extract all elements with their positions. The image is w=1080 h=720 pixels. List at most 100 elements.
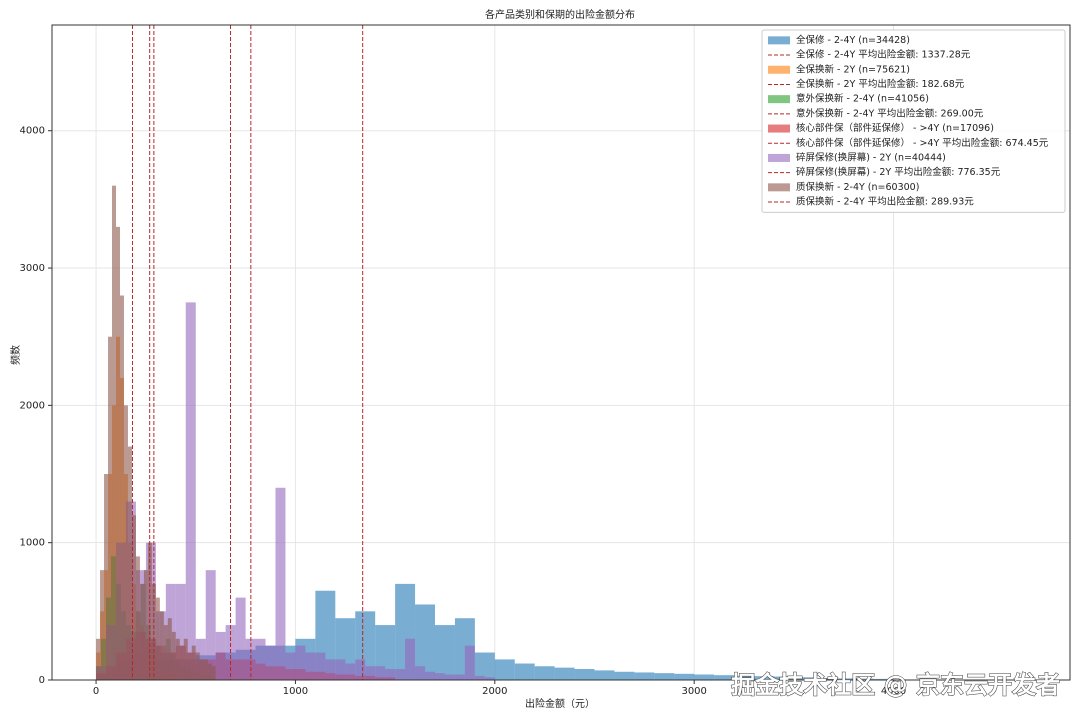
bar [185,302,196,680]
legend-label: 核心部件保（部件延保修） - >4Y 平均出险金额: 674.45元 [796,137,1049,149]
bar [654,673,675,680]
legend-label: 全保修 - 2-4Y 平均出险金额: 1337.28元 [796,49,971,61]
y-tick-label: 2000 [20,400,45,411]
bar [131,515,136,680]
bar [245,638,256,680]
bar [123,405,128,680]
bar [464,645,475,680]
bar [135,556,140,680]
bar [183,638,188,680]
legend-label: 核心部件保（部件延保修） - >4Y (n=17096) [796,122,994,134]
bar [155,597,160,680]
legend-box [761,29,1066,213]
bar [365,666,376,680]
bar [385,669,396,680]
bar [335,659,346,680]
bar [315,652,326,680]
bar [159,611,164,680]
bar [345,663,356,680]
bar [147,542,152,680]
bar [753,676,774,680]
bar [474,675,485,680]
bar [833,678,854,680]
legend-label: 碎屏保修(换屏幕) - 2Y (n=40444) [796,151,946,163]
bar [694,674,715,680]
legend-label: 质保换新 - 2-4Y (n=60300) [796,181,919,193]
bar [873,678,894,680]
bar [275,487,286,680]
bar [285,652,296,680]
bar [434,673,445,680]
bar [514,663,535,680]
bar [375,666,386,680]
bar [375,625,396,680]
y-tick-label: 1000 [20,538,45,549]
legend-swatch [768,65,790,74]
legend-label: 全保换新 - 2Y 平均出险金额: 182.68元 [796,78,965,90]
bar [444,674,455,680]
bar [534,666,555,680]
bar [355,659,366,680]
legend-swatch [768,36,790,45]
legend-label: 全保修 - 2-4Y (n=34428) [796,34,910,46]
bar [434,625,455,680]
bar [195,652,200,680]
y-tick-label: 0 [39,675,45,686]
bar [554,667,575,680]
bar [714,675,735,680]
plot-frame [51,24,1071,681]
bar [108,336,113,680]
bar [187,652,192,680]
x-tick-label: 2000 [482,686,507,697]
x-tick-label: 3000 [681,686,706,697]
bar [793,677,814,680]
x-tick-label: 1000 [283,686,308,697]
legend-label: 碎屏保修(换屏幕) - 2Y 平均出险金额: 776.35元 [796,166,1001,178]
bar [203,659,208,680]
y-axis-label: 频数 [9,345,22,365]
legend-swatch [768,95,790,104]
bar [179,645,184,680]
bar [415,604,435,680]
legend-label: 意外保换新 - 2-4Y 平均出险金额: 269.00元 [796,107,984,119]
bar [634,672,655,680]
bar [207,663,212,680]
bar [425,671,435,680]
bar [614,671,635,680]
chart-title: 各产品类别和保期的出险金额分布 [485,8,635,21]
bar [325,659,336,680]
bar [163,625,168,680]
bar [119,295,124,680]
legend-swatch [768,124,790,133]
legend-swatch [768,153,790,162]
bar [474,652,495,680]
bar [104,474,109,680]
x-tick-label: 4000 [881,686,906,697]
bar [167,618,172,680]
bar [115,226,120,680]
bar [395,669,406,680]
bar [235,597,246,680]
bar [215,631,226,680]
bar [139,583,144,680]
bar [813,677,834,680]
bar [773,676,794,680]
bar [199,659,204,680]
bar [143,570,148,680]
bar [594,670,615,680]
legend-label: 意外保换新 - 2-4Y (n=41056) [796,93,929,105]
bar [127,446,132,680]
bar [96,638,101,680]
bar [484,677,495,680]
bar [191,645,196,680]
legend-label: 质保换新 - 2-4Y 平均出险金额: 289.93元 [796,196,974,208]
bar [853,678,874,680]
bar [205,570,216,680]
bar [415,666,426,680]
bar [171,631,176,680]
bar [112,185,116,680]
legend-swatch [768,183,790,192]
bar [265,645,276,680]
bar [175,638,180,680]
